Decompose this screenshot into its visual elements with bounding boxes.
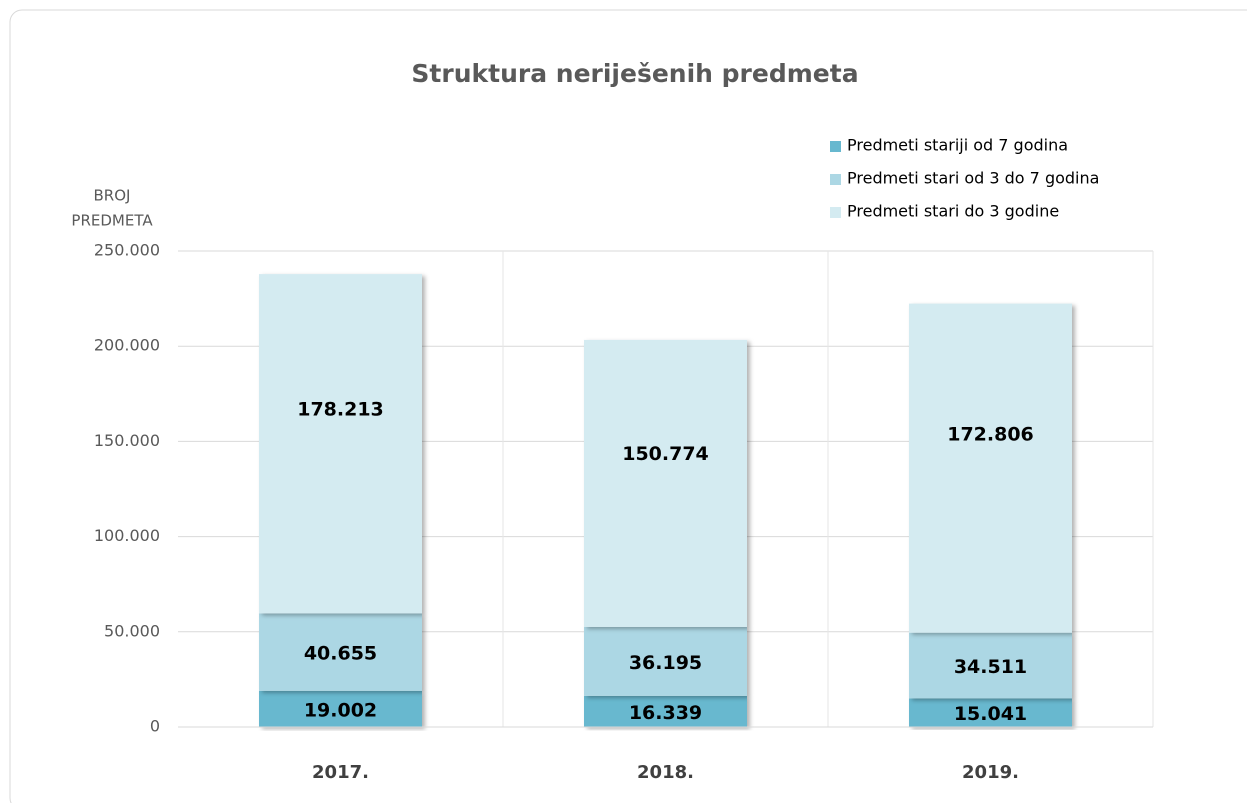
x-tick-label: 2018.: [637, 762, 694, 783]
data-label: 19.002: [304, 699, 377, 721]
bar-segment: [259, 274, 422, 614]
data-label: 15.041: [954, 703, 1027, 725]
data-label: 36.195: [629, 652, 702, 674]
legend-label: Predmeti stari od 3 do 7 godina: [847, 169, 1099, 188]
legend-swatch: [830, 207, 841, 218]
x-tick-label: 2019.: [962, 762, 1019, 783]
bar-segment: [909, 303, 1072, 633]
legend-label: Predmeti stari do 3 godine: [847, 202, 1059, 221]
y-axis-label: BROJ: [94, 187, 131, 205]
bar-segment: [259, 613, 422, 691]
bar-segment: [584, 626, 747, 696]
y-tick-label: 0: [150, 717, 160, 736]
data-label: 172.806: [947, 424, 1034, 446]
x-tick-label: 2017.: [312, 762, 369, 783]
bar-segment: [584, 695, 747, 727]
bar-segment: [909, 632, 1072, 699]
bar-segment: [909, 698, 1072, 727]
bar-segment: [259, 690, 422, 727]
y-tick-label: 100.000: [94, 526, 160, 545]
legend-label: Predmeti stariji od 7 godina: [847, 136, 1068, 155]
data-label: 178.213: [297, 398, 384, 420]
y-tick-label: 150.000: [94, 431, 160, 450]
y-tick-label: 200.000: [94, 336, 160, 355]
y-axis-label: PREDMETA: [71, 212, 153, 230]
legend-swatch: [830, 174, 841, 185]
data-label: 40.655: [304, 643, 377, 665]
bar-segment: [584, 339, 747, 627]
data-label: 150.774: [622, 443, 709, 465]
data-label: 16.339: [629, 702, 702, 724]
legend-swatch: [830, 141, 841, 152]
data-label: 34.511: [954, 656, 1027, 678]
chart-title: Struktura neriješenih predmeta: [411, 59, 858, 88]
y-tick-label: 50.000: [104, 621, 160, 640]
y-tick-label: 250.000: [94, 241, 160, 260]
